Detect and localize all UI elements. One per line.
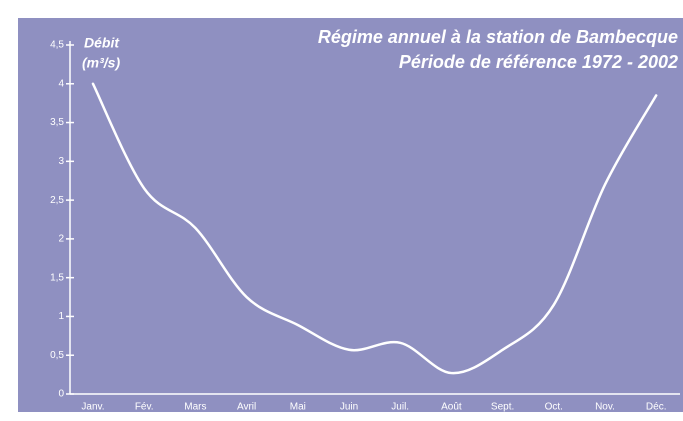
x-tick-label: Avril: [237, 402, 256, 413]
y-axis-unit: (m³/s): [82, 55, 120, 71]
chart-background: [18, 18, 683, 412]
x-tick-label: Mars: [184, 402, 206, 413]
x-tick-label: Mai: [290, 402, 306, 413]
y-tick-label: 4,5: [50, 40, 64, 51]
y-axis-label: Débit: [84, 35, 120, 51]
y-tick-label: 0: [58, 389, 64, 400]
x-tick-label: Fév.: [135, 402, 154, 413]
y-tick-label: 0,5: [50, 350, 64, 361]
y-tick-label: 4: [58, 78, 64, 89]
y-tick-label: 2: [58, 234, 64, 245]
x-tick-label: Sept.: [491, 402, 514, 413]
x-tick-label: Août: [441, 402, 462, 413]
x-tick-label: Déc.: [646, 402, 667, 413]
y-tick-label: 1,5: [50, 272, 64, 283]
y-tick-label: 1: [58, 311, 64, 322]
x-tick-label: Nov.: [595, 402, 615, 413]
data-line: [91, 82, 658, 375]
x-tick-label: Oct.: [545, 402, 563, 413]
chart-subtitle: Période de référence 1972 - 2002: [399, 52, 678, 72]
x-tick-label: Janv.: [81, 402, 104, 413]
chart-title: Régime annuel à la station de Bambecque: [318, 27, 678, 47]
y-tick-label: 2,5: [50, 195, 64, 206]
x-tick-label: Juil.: [391, 402, 409, 413]
x-tick-label: Juin: [340, 402, 358, 413]
y-tick-label: 3,5: [50, 117, 64, 128]
y-tick-label: 3: [58, 156, 64, 167]
